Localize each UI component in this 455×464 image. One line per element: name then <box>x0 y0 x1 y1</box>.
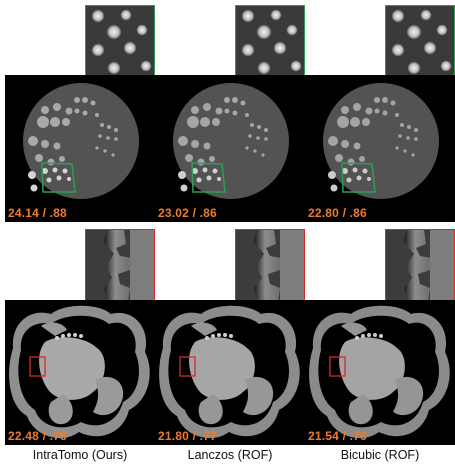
ct-zoom-inset-3 <box>385 229 455 301</box>
ct-metric-1: 22.48 / .78 <box>8 429 67 443</box>
ct-image-1: 22.48 / .78 <box>5 300 155 445</box>
phantom-image-1: 24.14 / .88 <box>5 75 155 222</box>
ct-zoom-inset-1 <box>85 229 155 301</box>
phantom-image-2: 23.02 / .86 <box>155 75 305 222</box>
phantom-metric-1: 24.14 / .88 <box>8 206 67 220</box>
ct-zoom-inset-2 <box>235 229 305 301</box>
column-label-lanczos: Lanczos (ROF) <box>187 448 273 462</box>
ct-metric-3: 21.54 / .76 <box>308 429 367 443</box>
phantom-metric-2: 23.02 / .86 <box>158 206 217 220</box>
ct-image-3: 21.54 / .76 <box>305 300 455 445</box>
phantom-metric-3: 22.80 / .86 <box>308 206 367 220</box>
phantom-zoom-inset-3 <box>385 5 455 76</box>
phantom-zoom-inset-1 <box>85 5 155 76</box>
phantom-zoom-inset-2 <box>235 5 305 76</box>
column-label-intratomo: IntraTomo (Ours) <box>32 448 128 462</box>
ct-metric-2: 21.80 / .77 <box>158 429 217 443</box>
phantom-image-3: 22.80 / .86 <box>305 75 455 222</box>
column-label-bicubic: Bicubic (ROF) <box>340 448 420 462</box>
ct-image-2: 21.80 / .77 <box>155 300 305 445</box>
